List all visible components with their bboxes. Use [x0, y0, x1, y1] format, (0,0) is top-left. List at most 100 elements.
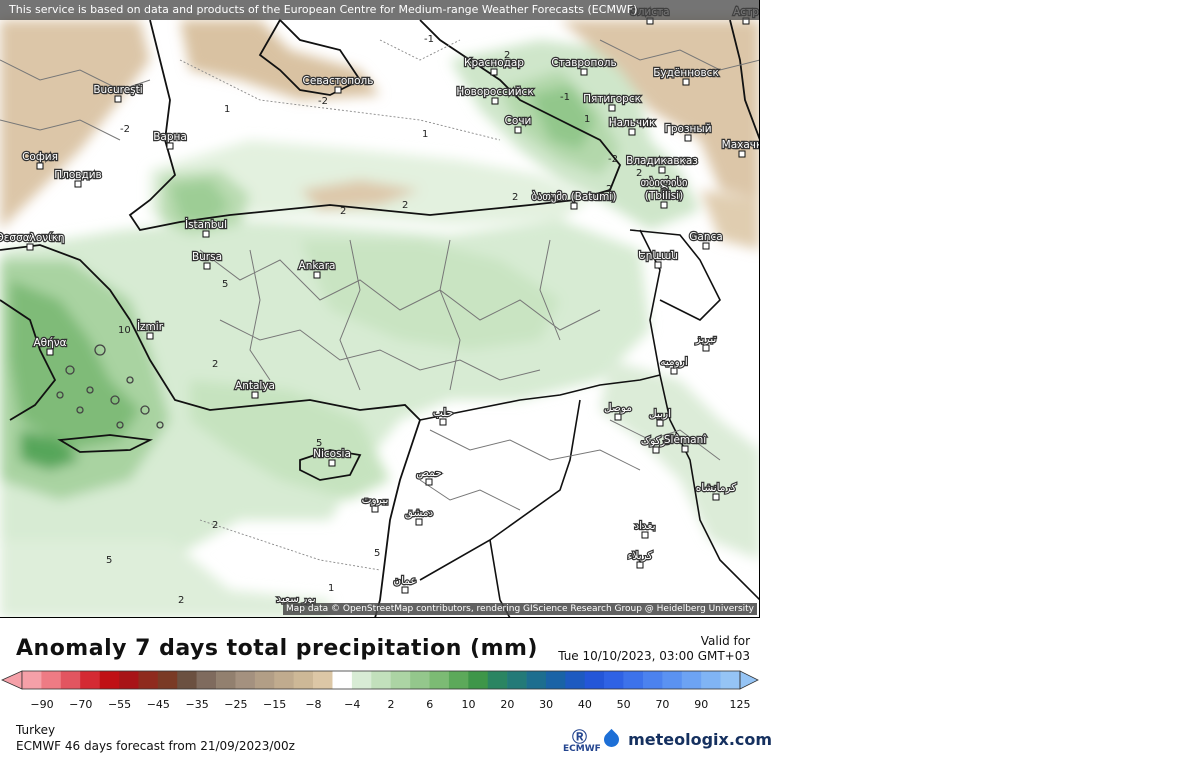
color-scale: −90 −70 −55 −45 −35 −25 −15 −8 −4 2 6 10 20 30 40 50 70 9… — [1, 670, 759, 711]
border-syria-north — [419, 374, 661, 421]
city-label: (Tbilisi) — [645, 190, 683, 202]
contour-label: 1 — [584, 114, 590, 125]
city-marker — [641, 531, 649, 539]
tan-area-small — [300, 180, 420, 210]
meteologix-drop-icon — [600, 728, 623, 751]
ecmwf-logo[interactable]: Ⓡ ECMWF — [562, 726, 602, 756]
ecmwf-emblem-icon: Ⓡ — [572, 728, 588, 746]
country-borders — [419, 229, 759, 617]
scale-swatch — [487, 671, 508, 689]
scale-tick-label: −8 — [305, 698, 321, 711]
region-label: Turkey — [16, 723, 56, 737]
scale-tick-label: 20 — [500, 698, 514, 711]
city-marker — [514, 126, 522, 134]
contour-label: -1 — [424, 34, 434, 45]
city-marker — [46, 348, 54, 356]
scale-tick-label: 50 — [617, 698, 631, 711]
coast-black-sea-west — [128, 19, 622, 232]
scale-tick-label: −90 — [30, 698, 53, 711]
scale-swatch — [313, 671, 333, 689]
scale-swatch — [138, 671, 159, 689]
city-label: Варна — [153, 131, 187, 143]
city-marker — [334, 86, 342, 94]
admin-lines-10 — [0, 119, 121, 141]
scale-tick-label: −35 — [186, 698, 209, 711]
scale-tick-label: 125 — [730, 698, 751, 711]
scale-swatch — [565, 671, 586, 689]
scale-tick-label: 70 — [655, 698, 669, 711]
scale-tick-label: −70 — [69, 698, 92, 711]
admin-lines-8 — [609, 419, 721, 461]
contour-line — [199, 519, 381, 571]
scale-tick-label: 30 — [539, 698, 553, 711]
scale-arrow-left — [1, 670, 23, 690]
border-iran — [639, 229, 661, 376]
city-label: Грозный — [664, 123, 711, 135]
green-dark-caucasus — [530, 85, 595, 150]
meteologix-logo[interactable]: meteologix.com — [600, 728, 773, 751]
coastlines — [0, 18, 759, 617]
tan-area-crimea — [180, 20, 380, 100]
city-marker — [166, 142, 174, 150]
city-marker — [328, 459, 336, 467]
island — [156, 421, 164, 429]
city-marker — [36, 162, 44, 170]
city-label: موصل — [604, 402, 632, 414]
city-marker — [628, 128, 636, 136]
city-marker — [415, 518, 423, 526]
scale-swatch — [293, 671, 314, 689]
contour-label: 2 — [402, 200, 408, 211]
city-label: Пловдив — [54, 169, 102, 181]
city-label: ბათუმი (Batumi) — [532, 191, 617, 203]
city-label: Nicosia — [313, 448, 351, 460]
contour-label: 5 — [106, 555, 112, 566]
admin-lines-12 — [419, 479, 521, 511]
precipitation-map[interactable]: -1 -2 2 1 -2 1 2 1 2 2 2 -2 2 5 10 2 5 5 2 5 2 1 2 -1 Bucureşti… — [0, 0, 760, 618]
scale-swatch — [157, 671, 178, 689]
green-med-levant — [190, 380, 390, 500]
coast-cyprus — [299, 449, 362, 481]
contour-label: 2 — [664, 174, 670, 185]
city-label: اربيل — [649, 408, 671, 420]
city-label: دمشق — [405, 507, 434, 519]
city-label: Краснодар — [464, 57, 524, 69]
admin-lines-5 — [439, 239, 461, 391]
city-marker — [682, 78, 690, 86]
city-marker — [681, 445, 689, 453]
meteologix-brand: meteologix.com — [628, 730, 773, 749]
green-darkest-crete — [20, 430, 80, 470]
contour-label: 2 — [212, 359, 218, 370]
city-marker — [371, 505, 379, 513]
map-canvas[interactable]: -1 -2 2 1 -2 1 2 1 2 2 2 -2 2 5 10 2 5 5 2 5 2 1 2 -1 Bucureşti… — [0, 0, 760, 618]
city-marker — [580, 68, 588, 76]
city-label: كرمانشاه — [696, 482, 737, 494]
city-marker — [670, 367, 678, 375]
scale-swatch — [332, 671, 353, 689]
island — [86, 386, 94, 394]
contour-label: 5 — [316, 438, 322, 449]
scale-swatch — [507, 671, 527, 689]
scale-swatch — [410, 671, 430, 689]
ecmwf-notice: This service is based on data and produc… — [0, 0, 759, 20]
city-label: حمص — [416, 467, 441, 479]
city-marker — [313, 271, 321, 279]
city-marker — [702, 242, 710, 250]
city-label: Θεσσαλονίκη — [0, 232, 65, 244]
city-label: Пятигорск — [583, 93, 641, 105]
city-label: كربلاء — [628, 550, 653, 562]
map-attribution[interactable]: Map data © OpenStreetMap contributors, r… — [283, 603, 757, 615]
island — [56, 391, 64, 399]
city-marker — [425, 478, 433, 486]
city-marker — [203, 262, 211, 270]
city-marker — [490, 68, 498, 76]
city-label: Antalya — [235, 380, 275, 392]
tan-area-azerbaijan — [700, 190, 759, 250]
admin-lines-3 — [249, 249, 271, 381]
city-label: Slêmanî — [664, 434, 707, 446]
scale-swatch — [119, 671, 139, 689]
scale-tick-label: 10 — [462, 698, 476, 711]
city-marker — [74, 180, 82, 188]
city-label: Bursa — [192, 251, 222, 263]
scale-swatch — [177, 671, 197, 689]
contour-label: 2 — [512, 192, 518, 203]
